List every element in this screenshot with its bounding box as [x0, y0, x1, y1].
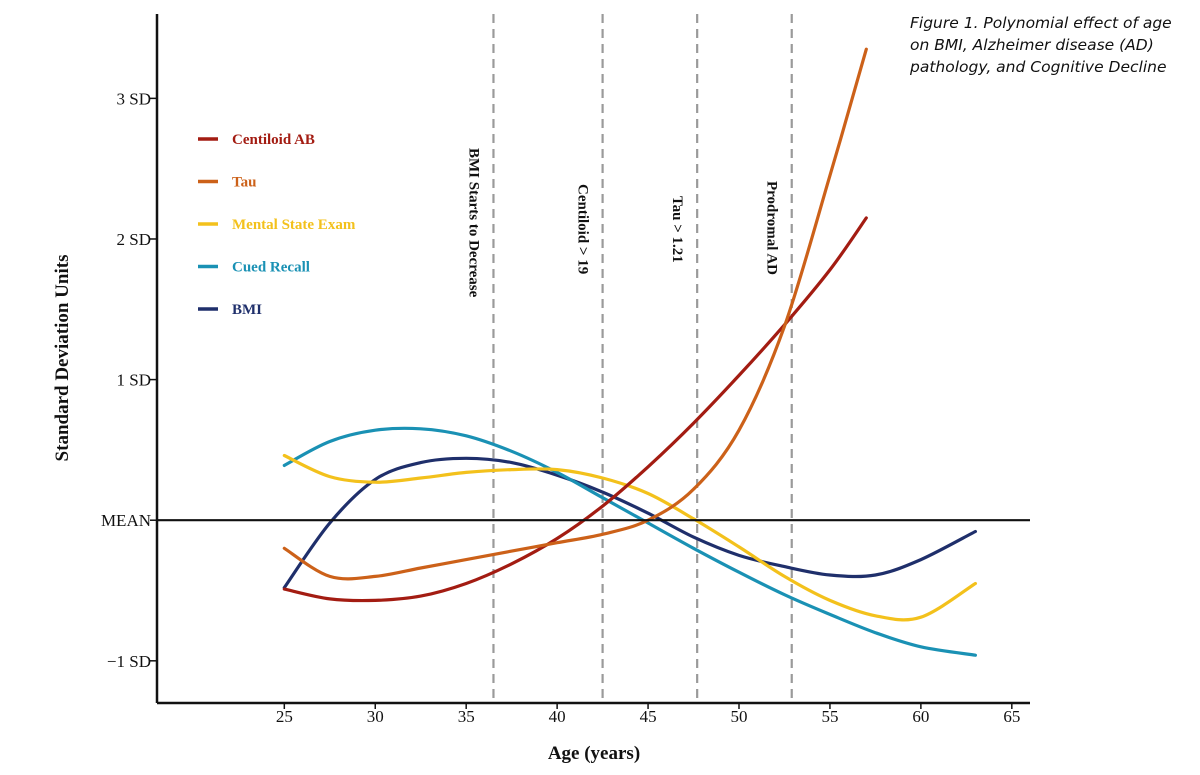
- y-axis-ticks: −1 SD MEAN 1 SD 2 SD 3 SD: [101, 89, 157, 671]
- y-tick-label: 2 SD: [117, 230, 151, 249]
- legend-label-bmi: BMI: [232, 302, 262, 318]
- centiloid-ab-series-line: [282, 216, 868, 603]
- x-tick-label: 25: [276, 707, 293, 726]
- milestone-label: Centiloid > 19: [575, 184, 591, 274]
- legend-label-centiloid-ab: Centiloid AB: [232, 132, 315, 148]
- x-tick-label: 55: [821, 707, 838, 726]
- y-axis-title: Standard Deviation Units: [52, 255, 73, 462]
- x-tick-label: 60: [912, 707, 929, 726]
- x-axis-title: Age (years): [548, 743, 640, 764]
- y-tick-label: 3 SD: [117, 89, 151, 108]
- y-tick-label: −1 SD: [107, 652, 151, 671]
- x-tick-label: 35: [458, 707, 475, 726]
- milestone-lines: BMI Starts to Decrease Centiloid > 19 Tau …: [465, 14, 793, 703]
- legend: Centiloid AB Tau Mental State Exam Cued Rec…: [198, 132, 356, 318]
- cued-recall-series-line: [282, 426, 977, 657]
- series-lines: [282, 47, 977, 657]
- mental-state-exam-series-line: [282, 453, 977, 622]
- milestone-label: Tau > 1.21: [669, 196, 685, 263]
- legend-label-cued-recall: Cued Recall: [232, 260, 310, 276]
- x-tick-label: 45: [640, 707, 657, 726]
- x-tick-label: 40: [549, 707, 566, 726]
- figure-caption: Figure 1. Polynomial effect of age on BM…: [910, 14, 1172, 76]
- tau-series-line: [282, 47, 868, 581]
- axes: [155, 14, 1030, 705]
- bmi-series-line: [282, 456, 977, 590]
- x-tick-label: 30: [367, 707, 384, 726]
- legend-label-mental-state-exam: Mental State Exam: [232, 217, 356, 233]
- y-tick-label: MEAN: [101, 511, 151, 530]
- x-axis-ticks: 25 30 35 40 45 50 55 60 65: [276, 703, 1020, 726]
- legend-label-tau: Tau: [232, 175, 256, 191]
- x-tick-label: 65: [1003, 707, 1020, 726]
- milestone-label: BMI Starts to Decrease: [465, 148, 481, 298]
- y-tick-label: 1 SD: [117, 371, 151, 390]
- x-tick-label: 50: [731, 707, 748, 726]
- milestone-label: Prodromal AD: [764, 181, 780, 275]
